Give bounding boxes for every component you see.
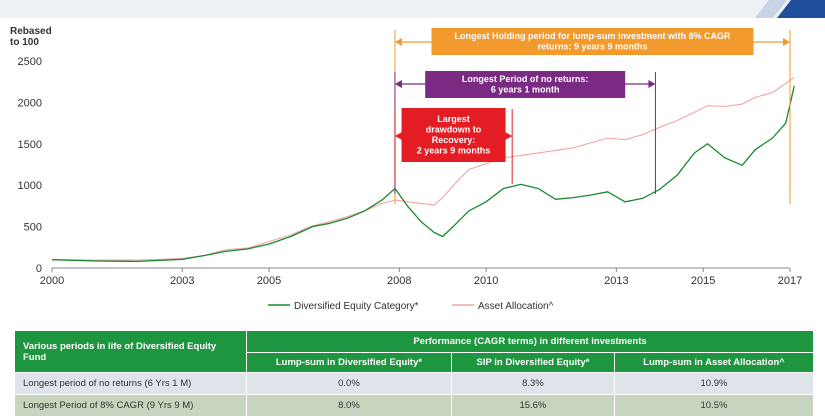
y-tick-label: 1000 [18,180,42,192]
y-tick-label: 2500 [18,56,42,68]
top-banner [0,0,825,18]
x-tick-label: 2005 [257,275,281,287]
annotation-text-line: 2 years 9 months [417,146,491,156]
x-axis: 2000 2003 2005 2008 2010 2013 2015 2017 [40,267,802,287]
y-tick-label: 2000 [18,97,42,109]
x-tick-label: 2008 [387,275,411,287]
table-row: Longest Period of 8% CAGR (9 Yrs 9 M) 8.… [14,394,815,417]
annotation-no-returns: Longest Period of no returns:6 years 1 m… [394,71,656,194]
series-line-diversified-equity [51,85,795,263]
chart-legend: Diversified Equity Category* Asset Alloca… [268,301,554,312]
series-layer [51,77,795,263]
annotation-arrowhead-left [394,80,402,88]
annotation-arrowhead-right [648,80,656,88]
table-cell: 0.0% [246,372,452,395]
table-group-header: Performance (CAGR terms) in different in… [246,330,814,353]
legend-label: Diversified Equity Category* [294,301,419,312]
annotation-layer: Longest Holding period for lump-sum inve… [394,28,791,204]
annotation-arrowhead-left [394,38,402,46]
table-cell: 10.5% [613,394,815,417]
table-cell: 10.9% [613,372,815,395]
column-header-sip-equity: SIP in Diversified Equity* [450,352,615,373]
table-cell: 8.0% [246,394,452,417]
y-tick-label: 1500 [18,139,42,151]
annotation-arrowhead-right [783,38,790,46]
corner-brand-graphic [755,0,825,18]
annotation-text-line: Recovery: [432,135,476,145]
annotation-arrowhead-left [394,132,402,140]
performance-table: Various periods in life of Diversified E… [14,330,815,417]
annotation-text-line: 6 years 1 month [491,85,560,95]
x-tick-label: 2017 [778,275,802,287]
y-tick-label: 500 [24,222,42,234]
annotation-text-line: Longest Holding period for lump-sum inve… [454,31,731,41]
x-tick-label: 2003 [170,275,194,287]
annotation-box [401,108,506,162]
y-axis-ticks: 0 500 1000 1500 2000 2500 [18,56,42,275]
annotation-text-line: Longest Period of no returns: [462,74,589,84]
y-axis-title-line: Rebased [10,26,52,37]
row-label: Longest Period of 8% CAGR (9 Yrs 9 M) [14,394,247,417]
table-row-header: Various periods in life of Diversified E… [14,330,247,373]
column-header-lumpsum-equity: Lump-sum in Diversified Equity* [246,352,452,373]
x-tick-label: 2015 [691,275,715,287]
row-label: Longest period of no returns (6 Yrs 1 M) [14,372,247,395]
annotation-arrowhead-right [505,132,513,140]
annotation-text-line: returns: 9 years 9 months [537,42,647,52]
y-axis-title-line: to 100 [10,37,39,48]
series-line-asset-allocation [51,77,795,261]
annotation-box [425,71,626,98]
y-tick-label: 0 [36,263,42,275]
annotation-box [431,28,754,55]
table-cell: 15.6% [450,394,615,417]
x-tick-label: 2013 [604,275,628,287]
annotation-text-line: drawdown to [426,125,482,135]
legend-label: Asset Allocation^ [478,301,554,312]
x-tick-label: 2010 [474,275,498,287]
column-header-lumpsum-asset-allocation: Lump-sum in Asset Allocation^ [613,352,815,373]
annotation-text-line: Largest [437,114,470,124]
x-tick-label: 2000 [40,275,64,287]
table-row: Longest period of no returns (6 Yrs 1 M)… [14,372,815,395]
table-cell: 8.3% [450,372,615,395]
